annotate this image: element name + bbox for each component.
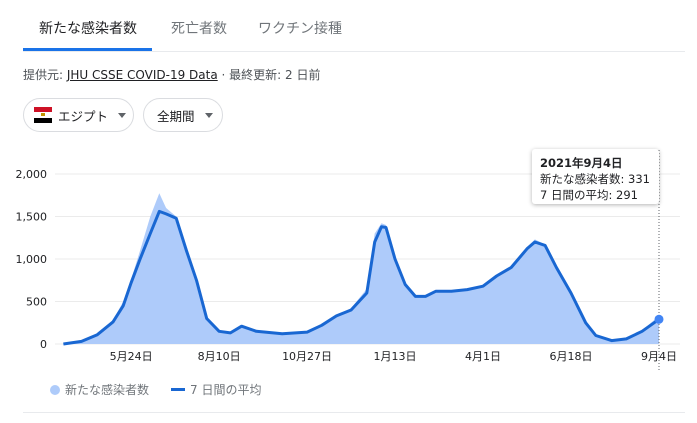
y-tick-label: 2,000 — [16, 168, 48, 181]
chevron-down-icon — [204, 112, 213, 118]
x-tick-label: 8月10日 — [198, 350, 241, 363]
seven-day-average-line — [63, 209, 660, 346]
x-tick-label: 6月18日 — [550, 350, 593, 363]
tab-new-cases[interactable]: 新たな感染者数 — [39, 21, 137, 37]
x-tick-label: 5月24日 — [110, 350, 153, 363]
period-dropdown[interactable]: 全期間 — [143, 98, 223, 132]
y-tick-label: 1,000 — [16, 253, 48, 266]
hover-point — [654, 314, 664, 324]
tooltip-cases: 新たな感染者数: 331 — [540, 172, 650, 186]
period-label: 全期間 — [157, 108, 195, 124]
divider — [23, 412, 685, 413]
daily-cases-area — [63, 193, 659, 344]
tab-bar: 新たな感染者数 死亡者数 ワクチン接種 — [23, 0, 685, 52]
legend-average: 7 日間の平均 — [190, 383, 262, 397]
tab-vaccinations[interactable]: ワクチン接種 — [258, 21, 342, 37]
x-tick-label: 10月27日 — [282, 350, 332, 363]
source-line: 提供元: JHU CSSE COVID-19 Data · 最終更新: 2 日前 — [23, 66, 320, 83]
legend-cases: 新たな感染者数 — [65, 383, 150, 397]
tab-deaths[interactable]: 死亡者数 — [171, 21, 227, 37]
country-label: エジプト — [58, 108, 109, 124]
y-tick-label: 1,500 — [16, 211, 48, 224]
average-legend-line-icon — [171, 388, 186, 391]
tooltip-average: 7 日間の平均: 291 — [540, 188, 638, 202]
tooltip-date: 2021年9月4日 — [540, 156, 623, 170]
y-tick-label: 500 — [26, 296, 47, 309]
x-tick-label: 9月4日 — [641, 350, 677, 363]
chart-tooltip: 2021年9月4日 新たな感染者数: 331 7 日間の平均: 291 — [532, 149, 659, 204]
chart-legend: 新たな感染者数 7 日間の平均 — [50, 381, 261, 398]
country-dropdown[interactable]: エジプト — [23, 98, 134, 132]
x-tick-label: 1月13日 — [374, 350, 417, 363]
x-tick-label: 4月1日 — [465, 350, 501, 363]
active-tab-indicator — [23, 48, 152, 51]
egypt-flag-icon — [34, 107, 52, 123]
chevron-down-icon — [118, 112, 127, 118]
y-tick-label: 0 — [40, 338, 47, 351]
source-prefix: 提供元: — [23, 68, 67, 82]
cases-legend-dot-icon — [50, 384, 60, 395]
last-updated: · 最終更新: 2 日前 — [217, 68, 321, 82]
source-link[interactable]: JHU CSSE COVID-19 Data — [66, 68, 218, 82]
